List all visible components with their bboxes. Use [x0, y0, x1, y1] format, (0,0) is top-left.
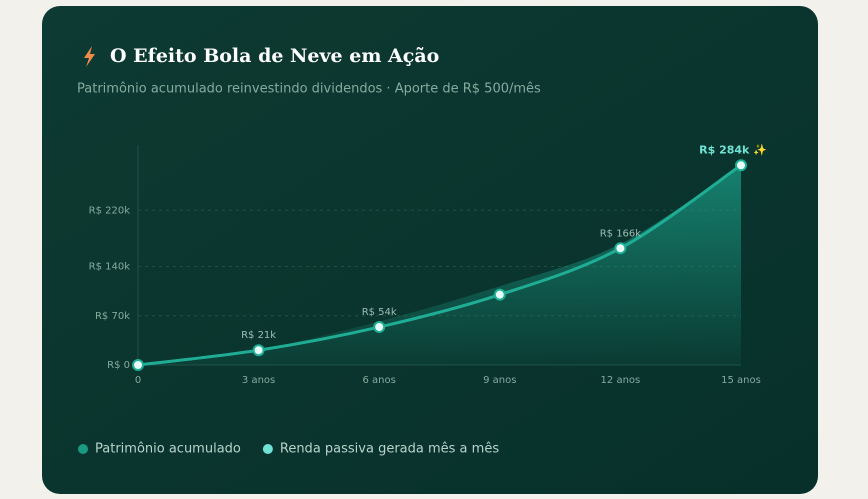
x-tick-label: 6 anos	[363, 375, 396, 386]
data-label: R$ 21k	[241, 330, 276, 341]
point	[493, 288, 506, 301]
point	[735, 159, 747, 172]
x-tick-label: 12 anos	[601, 375, 641, 386]
legend-swatch	[78, 444, 88, 454]
x-tick-label: 9 anos	[483, 375, 516, 386]
chart-subtitle: Patrimônio acumulado reinvestindo divide…	[77, 82, 541, 97]
line	[137, 164, 742, 367]
x-tick-label: 0	[135, 375, 141, 386]
x-tick-label: 3 anos	[242, 375, 275, 386]
point	[373, 321, 386, 334]
x-tick-label: 15 anos	[721, 375, 761, 386]
bolt-icon	[84, 46, 95, 67]
area	[138, 165, 741, 365]
chart-title: O Efeito Bola de Neve em Ação	[110, 45, 439, 67]
data-label: R$ 54k	[362, 307, 397, 318]
legend-label: Renda passiva gerada mês a mês	[280, 442, 499, 457]
legend-label: Patrimônio acumulado	[95, 442, 241, 457]
data-label: R$ 284k ✨	[699, 143, 767, 156]
point	[132, 359, 144, 371]
y-tick-label: R$ 0	[107, 360, 130, 371]
point	[252, 344, 265, 357]
data-label: R$ 166k	[600, 228, 642, 239]
y-tick-label: R$ 140k	[89, 262, 131, 273]
point	[614, 242, 627, 255]
card	[42, 6, 818, 494]
legend-swatch	[262, 444, 273, 454]
y-tick-label: R$ 70k	[95, 311, 130, 322]
y-tick-label: R$ 220k	[89, 205, 131, 216]
